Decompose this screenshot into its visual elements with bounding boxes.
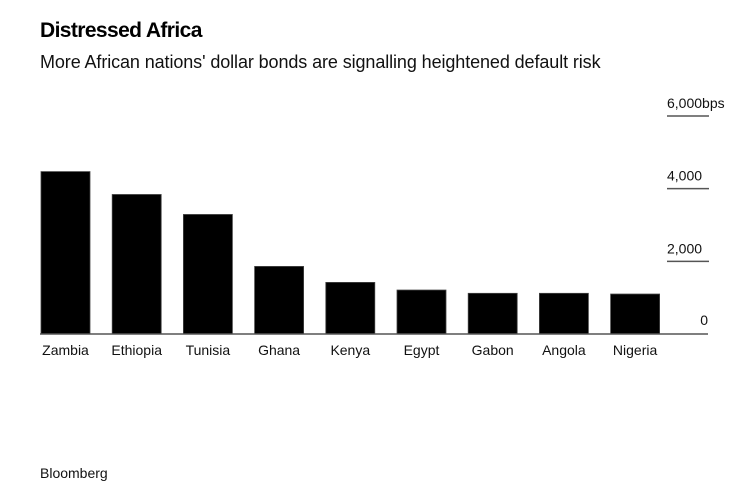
x-category-label: Tunisia bbox=[186, 342, 231, 358]
bar-nigeria bbox=[610, 293, 660, 335]
x-category-label: Egypt bbox=[404, 342, 440, 358]
x-category-label: Ghana bbox=[258, 342, 300, 358]
bar-tunisia bbox=[182, 214, 233, 335]
bar-zambia bbox=[40, 171, 91, 335]
bar-angola bbox=[539, 292, 589, 335]
bar-gabon bbox=[467, 292, 518, 335]
x-category-label: Nigeria bbox=[613, 342, 658, 358]
bar-egypt bbox=[396, 289, 447, 335]
y-tick-label: 2,000 bbox=[667, 240, 702, 256]
x-category-label: Ethiopia bbox=[111, 342, 162, 358]
bar-kenya bbox=[325, 282, 376, 335]
chart-title: Distressed Africa bbox=[40, 19, 202, 42]
y-tick-label: 4,000 bbox=[667, 168, 702, 184]
bar-ghana bbox=[254, 266, 305, 335]
x-category-label: Kenya bbox=[330, 342, 370, 358]
source-label: Bloomberg bbox=[40, 465, 108, 481]
bar-ethiopia bbox=[111, 194, 162, 335]
y-tick-label: 6,000bps bbox=[667, 95, 725, 111]
x-category-label: Zambia bbox=[42, 342, 89, 358]
chart-subtitle: More African nations' dollar bonds are s… bbox=[40, 52, 601, 72]
x-category-label: Gabon bbox=[472, 342, 514, 358]
y-tick-label: 0 bbox=[700, 312, 708, 328]
x-category-label: Angola bbox=[542, 342, 586, 358]
